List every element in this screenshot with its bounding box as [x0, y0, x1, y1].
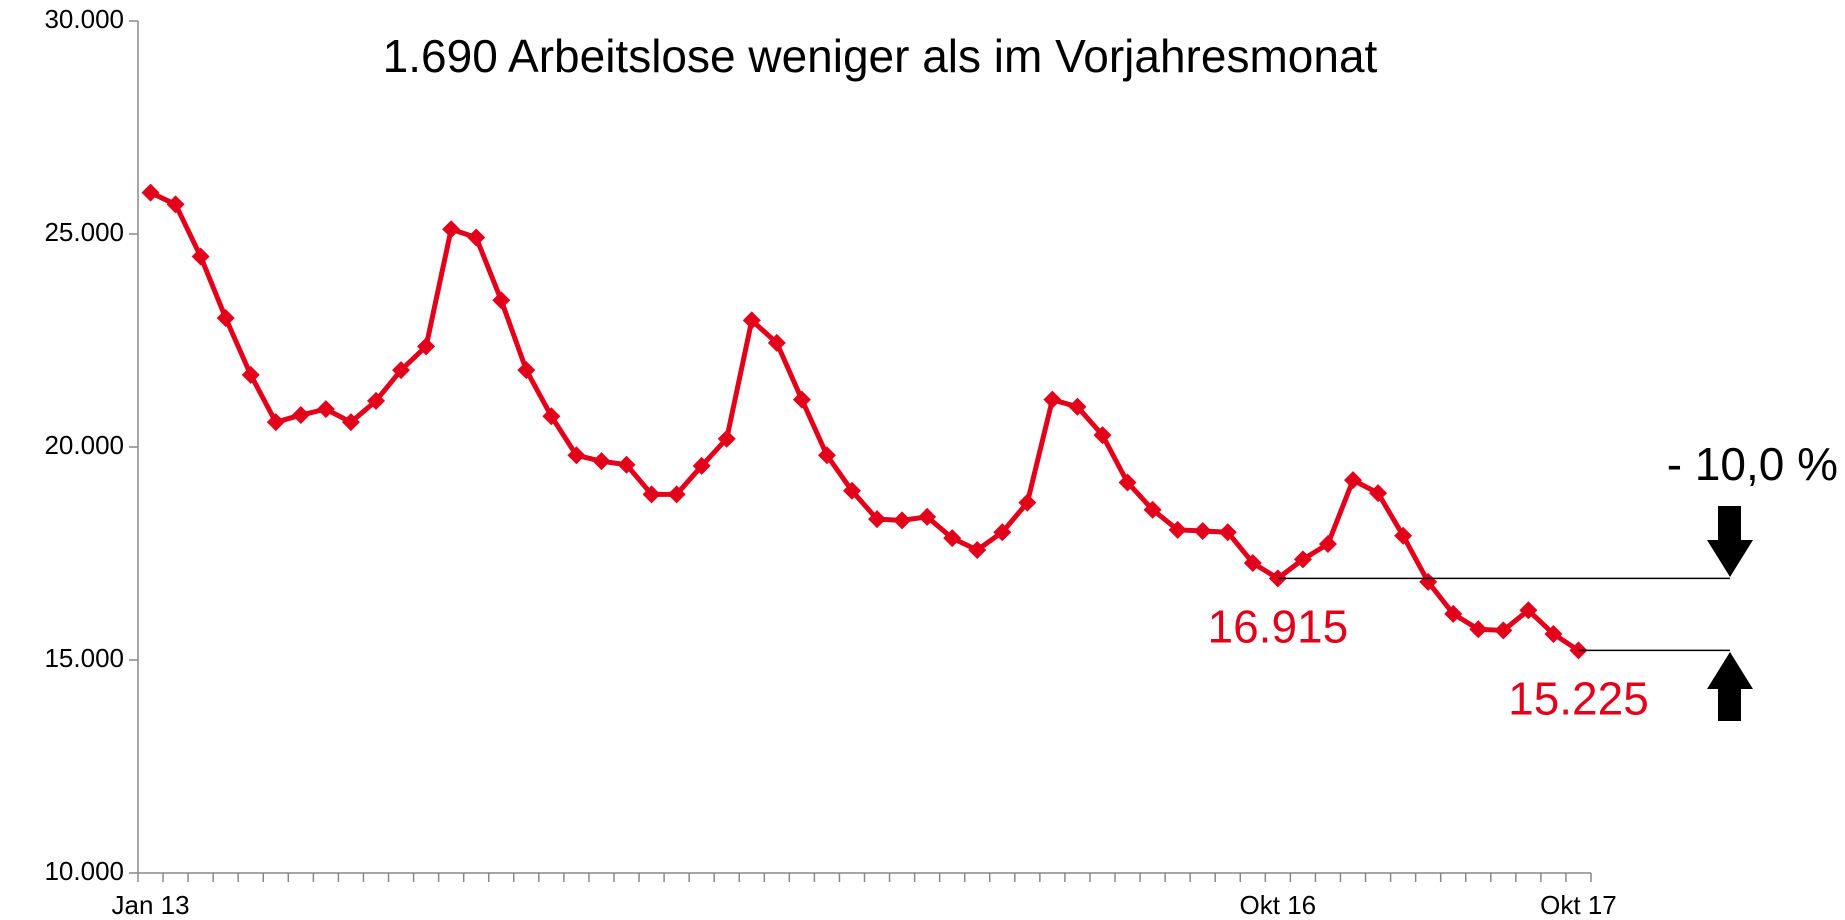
marker: [1469, 620, 1488, 639]
marker: [366, 391, 385, 410]
marker: [667, 485, 686, 504]
marker: [1168, 520, 1187, 539]
annotation: - 10,0 %: [1667, 438, 1838, 490]
marker: [392, 361, 411, 380]
up-arrow: [1707, 652, 1753, 721]
marker: [517, 361, 536, 380]
marker: [266, 413, 285, 432]
marker: [1494, 621, 1513, 640]
x-tick-label: Okt 16: [1240, 890, 1317, 920]
marker: [1444, 604, 1463, 623]
chart-title: 1.690 Arbeitslose weniger als im Vorjahr…: [383, 30, 1378, 82]
marker: [141, 183, 160, 202]
marker: [893, 511, 912, 530]
marker: [842, 481, 861, 500]
marker: [943, 529, 962, 548]
marker: [316, 400, 335, 419]
y-tick-label: 25.000: [44, 217, 124, 247]
marker: [341, 413, 360, 432]
marker: [918, 507, 937, 526]
marker: [767, 333, 786, 352]
line: [149, 190, 1580, 653]
marker: [1318, 535, 1337, 554]
marker: [467, 228, 486, 247]
y-tick-label: 20.000: [44, 430, 124, 460]
marker: [968, 540, 987, 559]
marker: [1218, 523, 1237, 542]
marker: [1369, 484, 1388, 503]
marker: [1118, 473, 1137, 492]
marker: [642, 485, 661, 504]
data-label: 15.225: [1508, 673, 1649, 725]
marker: [717, 429, 736, 448]
marker: [592, 452, 611, 471]
marker: [1193, 522, 1212, 541]
marker: [1344, 471, 1363, 490]
marker: [1043, 390, 1062, 409]
marker: [1143, 500, 1162, 519]
marker: [1018, 493, 1037, 512]
marker: [567, 446, 586, 465]
marker: [817, 446, 836, 465]
marker: [742, 311, 761, 330]
data-label: 16.915: [1208, 601, 1349, 653]
marker: [191, 247, 210, 266]
marker: [291, 406, 310, 425]
x-tick-label: Jan 13: [111, 890, 189, 920]
marker: [1419, 572, 1438, 591]
marker: [993, 523, 1012, 542]
y-tick-label: 15.000: [44, 643, 124, 673]
marker: [542, 407, 561, 426]
marker: [442, 220, 461, 239]
marker: [1293, 550, 1312, 569]
down-arrow: [1707, 506, 1753, 577]
marker: [241, 365, 260, 384]
marker: [868, 510, 887, 529]
marker: [792, 390, 811, 409]
marker: [166, 195, 185, 214]
y-tick-label: 30.000: [44, 4, 124, 34]
marker: [1544, 624, 1563, 643]
x-tick-label: Okt 17: [1540, 890, 1617, 920]
marker: [492, 291, 511, 310]
marker: [1243, 553, 1262, 572]
marker: [216, 309, 235, 328]
marker: [692, 456, 711, 475]
marker: [1068, 397, 1087, 416]
marker: [617, 455, 636, 474]
y-tick-label: 10.000: [44, 856, 124, 886]
marker: [1093, 426, 1112, 445]
marker: [417, 337, 436, 356]
marker: [1519, 601, 1538, 620]
marker: [1394, 526, 1413, 545]
